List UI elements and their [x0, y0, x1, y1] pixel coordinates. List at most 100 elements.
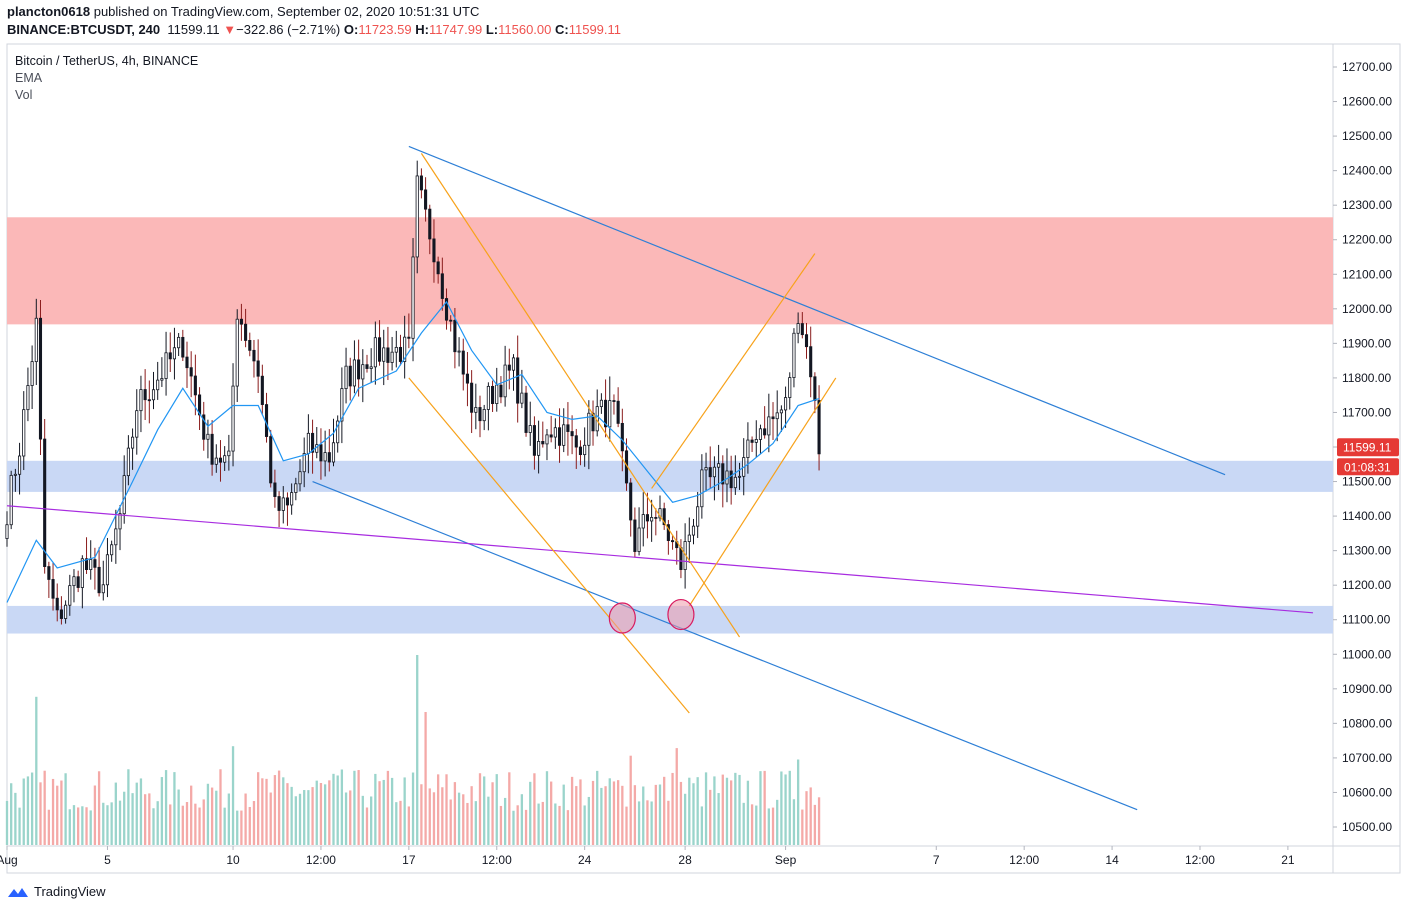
candle-body[interactable] — [604, 399, 608, 428]
candle-body[interactable] — [495, 384, 499, 404]
candle-body[interactable] — [629, 482, 633, 521]
candle-body[interactable] — [537, 441, 541, 456]
candle-body[interactable] — [566, 424, 570, 432]
candle-body[interactable] — [298, 471, 302, 485]
candle-body[interactable] — [679, 547, 683, 570]
footer-brand[interactable]: TradingView — [34, 884, 106, 899]
candle-body[interactable] — [22, 409, 26, 457]
candle-body[interactable] — [38, 317, 43, 440]
candle-body[interactable] — [717, 463, 721, 468]
candle-body[interactable] — [126, 447, 130, 477]
legend-title[interactable]: Bitcoin / TetherUS, 4h, BINANCE — [15, 54, 199, 68]
candle-body[interactable] — [578, 446, 583, 456]
trendline-blue-lower[interactable] — [312, 480, 1138, 811]
candle-body[interactable] — [331, 442, 336, 463]
publisher-name[interactable]: plancton0618 — [7, 4, 91, 19]
candle-body[interactable] — [64, 604, 68, 619]
candle-body[interactable] — [55, 597, 59, 611]
candle-body[interactable] — [336, 420, 340, 444]
candle-body[interactable] — [763, 428, 767, 436]
candle-body[interactable] — [302, 453, 306, 473]
candle-body[interactable] — [151, 389, 156, 401]
candle-body[interactable] — [311, 432, 315, 453]
candle-body[interactable] — [440, 273, 444, 299]
candle-body[interactable] — [189, 367, 193, 377]
candle-body[interactable] — [348, 365, 352, 387]
candle-body[interactable] — [804, 334, 809, 348]
candle-body[interactable] — [553, 427, 557, 438]
candle-body[interactable] — [319, 444, 323, 462]
candle-body[interactable] — [436, 261, 440, 275]
candle-body[interactable] — [373, 337, 377, 368]
candle-body[interactable] — [704, 467, 708, 471]
candle-body[interactable] — [193, 375, 197, 396]
candle-body[interactable] — [599, 399, 603, 408]
candle-body[interactable] — [256, 360, 260, 377]
candle-body[interactable] — [650, 517, 654, 522]
candle-body[interactable] — [574, 435, 578, 448]
candle-body[interactable] — [737, 475, 742, 478]
candle-body[interactable] — [227, 450, 231, 457]
candle-body[interactable] — [800, 323, 804, 336]
candle-body[interactable] — [340, 388, 344, 422]
candle-body[interactable] — [449, 319, 453, 322]
candle-body[interactable] — [779, 409, 783, 414]
candle-body[interactable] — [269, 436, 273, 484]
candle-body[interactable] — [143, 389, 147, 401]
candle-body[interactable] — [499, 384, 503, 398]
candle-body[interactable] — [290, 492, 294, 506]
candle-body[interactable] — [122, 475, 126, 515]
candle-body[interactable] — [654, 517, 658, 519]
candle-body[interactable] — [700, 469, 704, 508]
candle-body[interactable] — [285, 497, 290, 506]
candle-body[interactable] — [72, 576, 76, 587]
candle-body[interactable] — [570, 431, 574, 437]
candle-body[interactable] — [432, 238, 436, 263]
candle-body[interactable] — [344, 365, 348, 390]
candle-body[interactable] — [76, 576, 80, 588]
candle-body[interactable] — [5, 524, 9, 539]
candle-body[interactable] — [172, 347, 176, 360]
candle-body[interactable] — [775, 412, 779, 420]
candle-body[interactable] — [516, 357, 520, 404]
candle-body[interactable] — [809, 346, 813, 378]
candle-body[interactable] — [156, 379, 160, 391]
candle-body[interactable] — [507, 364, 511, 371]
candle-body[interactable] — [89, 559, 93, 570]
candle-body[interactable] — [235, 318, 239, 387]
legend-vol[interactable]: Vol — [15, 88, 33, 102]
candle-body[interactable] — [9, 474, 13, 526]
candle-body[interactable] — [645, 514, 649, 522]
candle-body[interactable] — [206, 433, 210, 440]
candle-body[interactable] — [541, 441, 545, 445]
candle-body[interactable] — [486, 385, 490, 410]
candle-body[interactable] — [491, 385, 495, 404]
candle-body[interactable] — [583, 444, 587, 456]
candle-body[interactable] — [181, 336, 185, 358]
candle-body[interactable] — [457, 350, 461, 353]
candle-body[interactable] — [43, 438, 47, 567]
candle-body[interactable] — [118, 513, 122, 530]
candle-body[interactable] — [708, 467, 712, 478]
candle-body[interactable] — [750, 439, 754, 443]
candle-body[interactable] — [369, 366, 373, 369]
candle-body[interactable] — [168, 352, 172, 360]
candle-body[interactable] — [223, 455, 227, 463]
candle-body[interactable] — [796, 323, 800, 334]
candle-body[interactable] — [231, 385, 235, 452]
candle-body[interactable] — [721, 463, 725, 485]
candle-body[interactable] — [428, 208, 432, 240]
candle-body[interactable] — [26, 385, 30, 411]
candle-body[interactable] — [357, 359, 361, 380]
candle-body[interactable] — [239, 318, 243, 325]
candle-body[interactable] — [13, 473, 17, 476]
candle-body[interactable] — [470, 382, 474, 413]
candle-body[interactable] — [18, 455, 22, 475]
candle-body[interactable] — [733, 476, 737, 489]
candle-body[interactable] — [264, 404, 269, 437]
trendline-orange-4[interactable] — [651, 253, 816, 489]
candle-body[interactable] — [398, 346, 403, 362]
trendline-orange-2[interactable] — [408, 377, 690, 714]
candle-body[interactable] — [478, 407, 482, 422]
